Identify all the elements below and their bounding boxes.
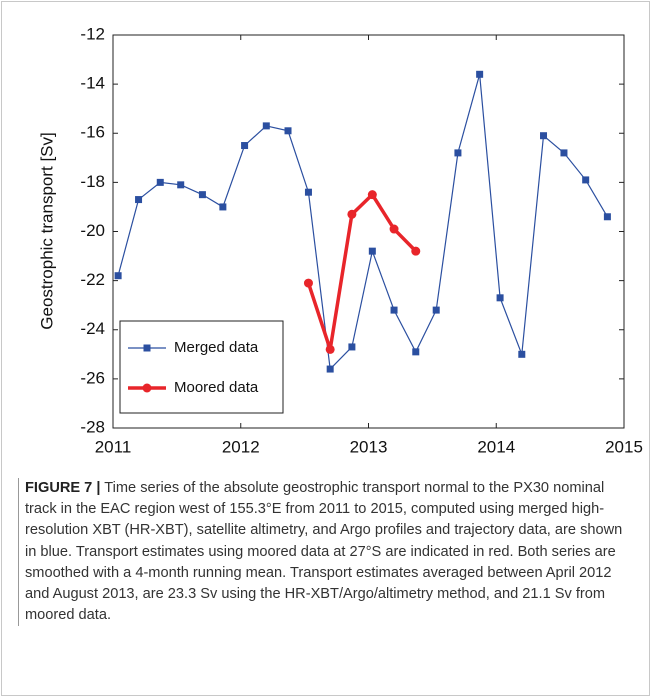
marker xyxy=(135,196,143,204)
marker xyxy=(476,70,484,78)
marker xyxy=(432,306,440,314)
marker xyxy=(304,188,312,196)
x-tick-label: 2011 xyxy=(95,437,132,456)
caption-text: Time series of the absolute geostrophic … xyxy=(25,480,623,624)
marker xyxy=(326,365,334,373)
marker xyxy=(198,191,206,199)
marker xyxy=(156,178,164,186)
legend-marker xyxy=(142,383,152,393)
caption-label: FIGURE 7 | xyxy=(25,480,101,496)
marker xyxy=(390,306,398,314)
marker xyxy=(411,246,421,256)
x-tick-label: 2015 xyxy=(605,437,643,456)
legend-label: Moored data xyxy=(174,379,259,396)
legend-marker xyxy=(143,344,151,352)
marker xyxy=(582,176,590,184)
marker xyxy=(262,122,270,130)
y-tick-label: -16 xyxy=(80,123,105,142)
series-line xyxy=(117,74,608,371)
marker xyxy=(412,348,420,356)
y-axis-label: Geostrophic transport [Sv] xyxy=(37,132,56,329)
marker xyxy=(347,209,357,219)
marker xyxy=(219,203,227,211)
y-tick-label: -18 xyxy=(80,172,105,191)
caption: FIGURE 7 | Time series of the absolute g… xyxy=(18,478,633,627)
marker xyxy=(454,149,462,157)
marker xyxy=(368,247,376,255)
marker xyxy=(177,181,185,189)
y-tick-label: -28 xyxy=(80,417,105,436)
chart: Geostrophic transport [Sv] -28 -26 -24 -22 -… xyxy=(37,24,643,456)
marker xyxy=(389,224,399,234)
legend-label: Merged data xyxy=(174,339,259,356)
marker xyxy=(540,132,548,140)
marker xyxy=(560,149,568,157)
y-tick-label: -20 xyxy=(80,221,105,240)
x-tick-label: 2013 xyxy=(350,437,388,456)
y-tick-label: -24 xyxy=(80,319,105,338)
marker xyxy=(348,343,356,351)
marker xyxy=(325,344,335,354)
marker xyxy=(284,127,292,135)
x-tick-label: 2012 xyxy=(222,437,260,456)
y-tick-label: -12 xyxy=(80,24,105,43)
marker xyxy=(496,294,504,302)
marker xyxy=(603,213,611,221)
y-tick-label: -22 xyxy=(80,270,105,289)
legend-box xyxy=(119,320,284,414)
marker xyxy=(303,278,313,288)
marker xyxy=(367,190,377,200)
y-tick-label: -14 xyxy=(80,74,105,93)
x-tick-label: 2014 xyxy=(477,437,515,456)
marker xyxy=(518,350,526,358)
marker xyxy=(241,142,249,150)
marker xyxy=(114,272,122,280)
y-tick-label: -26 xyxy=(80,368,105,387)
series-line xyxy=(306,191,418,350)
